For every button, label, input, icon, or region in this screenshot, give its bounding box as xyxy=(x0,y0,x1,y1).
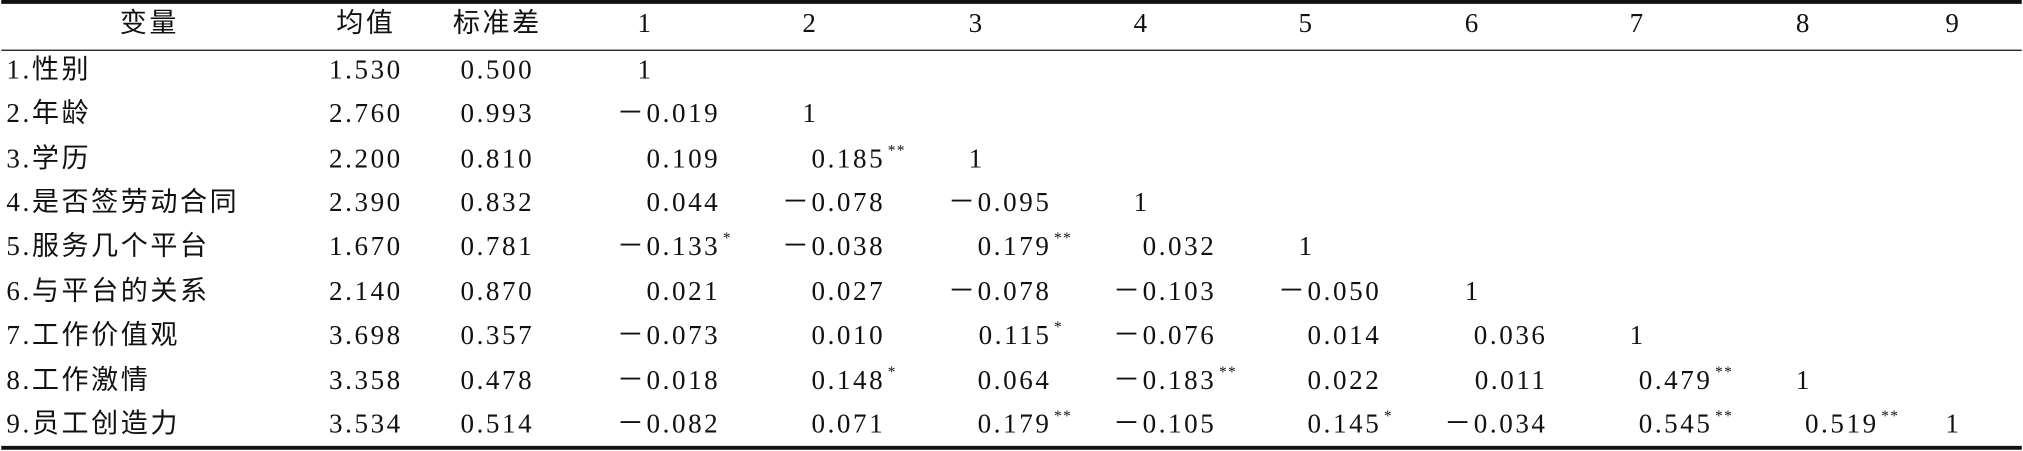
diagonal-cell: 1 xyxy=(1945,409,1961,439)
sig-mark: * xyxy=(723,230,732,247)
corr-cell: 0.179 xyxy=(978,409,1052,439)
diagonal-cell: 1 xyxy=(1796,365,1812,395)
stat-cell: 2.200 xyxy=(329,143,403,173)
corr-cell: －0.034 xyxy=(1444,409,1547,439)
stat-cell: 2.390 xyxy=(329,187,403,217)
header-cell: 2 xyxy=(802,8,818,38)
corr-cell: －0.082 xyxy=(617,409,720,439)
corr-cell: 0.519 xyxy=(1805,409,1879,439)
corr-cell: －0.105 xyxy=(1113,409,1216,439)
corr-cell: －0.183 xyxy=(1113,365,1216,395)
row-label: 6.与平台的关系 xyxy=(6,276,209,306)
diagonal-cell: 1 xyxy=(1630,320,1646,350)
stat-cell: 0.478 xyxy=(460,365,534,395)
corr-cell: －0.078 xyxy=(948,276,1051,306)
header-cell: 1 xyxy=(637,8,653,38)
corr-cell: 0.014 xyxy=(1308,320,1382,350)
corr-cell: 0.044 xyxy=(647,187,721,217)
sig-mark: ** xyxy=(1054,230,1072,247)
corr-cell: 0.036 xyxy=(1474,320,1548,350)
header-cell: 9 xyxy=(1945,8,1961,38)
stat-cell: 0.832 xyxy=(460,187,534,217)
sig-mark: * xyxy=(888,364,897,381)
sig-mark: ** xyxy=(888,143,906,160)
sig-mark: * xyxy=(1384,408,1393,425)
corr-cell: 0.109 xyxy=(647,143,721,173)
corr-cell: 0.115 xyxy=(979,320,1052,350)
row-label: 5.服务几个平台 xyxy=(6,231,209,261)
row-label: 9.员工创造力 xyxy=(6,409,180,439)
corr-cell: 0.148 xyxy=(811,365,885,395)
stat-cell: 3.698 xyxy=(329,320,403,350)
diagonal-cell: 1 xyxy=(1134,187,1150,217)
diagonal-cell: 1 xyxy=(802,98,818,128)
corr-cell: －0.095 xyxy=(948,187,1051,217)
corr-cell: －0.018 xyxy=(617,365,720,395)
header-cell: 变量 xyxy=(120,8,179,38)
sig-mark: ** xyxy=(1715,364,1733,381)
corr-cell: 0.071 xyxy=(811,409,885,439)
corr-cell: －0.050 xyxy=(1278,276,1381,306)
row-label: 1.性别 xyxy=(6,54,91,84)
stat-cell: 2.760 xyxy=(329,98,403,128)
row-label: 4.是否签劳动合同 xyxy=(6,187,239,217)
header-cell: 6 xyxy=(1465,8,1481,38)
sig-mark: ** xyxy=(1054,408,1072,425)
corr-cell: 0.179 xyxy=(978,231,1052,261)
stat-cell: 0.781 xyxy=(460,231,534,261)
diagonal-cell: 1 xyxy=(969,143,985,173)
corr-cell: －0.019 xyxy=(617,98,720,128)
corr-cell: －0.073 xyxy=(617,320,720,350)
stat-cell: 3.358 xyxy=(329,365,403,395)
corr-cell: 0.064 xyxy=(978,365,1052,395)
header-cell: 3 xyxy=(969,8,985,38)
corr-cell: 0.145 xyxy=(1308,409,1382,439)
corr-cell: 0.545 xyxy=(1639,409,1713,439)
corr-cell: －0.078 xyxy=(782,187,885,217)
stat-cell: 0.514 xyxy=(460,409,534,439)
header-cell: 标准差 xyxy=(453,8,542,38)
header-cell: 8 xyxy=(1796,8,1812,38)
diagonal-cell: 1 xyxy=(637,54,653,84)
stat-cell: 0.993 xyxy=(460,98,534,128)
corr-cell: 0.010 xyxy=(811,320,885,350)
stat-cell: 0.810 xyxy=(460,143,534,173)
corr-cell: 0.185 xyxy=(811,143,885,173)
row-label: 8.工作激情 xyxy=(6,365,150,395)
corr-cell: 0.011 xyxy=(1475,365,1548,395)
corr-cell: －0.038 xyxy=(782,231,885,261)
corr-cell: －0.076 xyxy=(1113,320,1216,350)
header-cell: 5 xyxy=(1299,8,1315,38)
corr-cell: －0.103 xyxy=(1113,276,1216,306)
diagonal-cell: 1 xyxy=(1465,276,1481,306)
header-cell: 7 xyxy=(1630,8,1646,38)
stat-cell: 3.534 xyxy=(329,409,403,439)
row-label: 7.工作价值观 xyxy=(6,320,180,350)
corr-cell: 0.021 xyxy=(647,276,721,306)
corr-cell: －0.133 xyxy=(617,231,720,261)
corr-cell: 0.022 xyxy=(1308,365,1382,395)
sig-mark: ** xyxy=(1881,408,1899,425)
stat-cell: 1.530 xyxy=(329,54,403,84)
stat-cell: 1.670 xyxy=(329,231,403,261)
corr-cell: 0.479 xyxy=(1639,365,1713,395)
row-label: 3.学历 xyxy=(6,143,91,173)
header-cell: 4 xyxy=(1134,8,1150,38)
sig-mark: ** xyxy=(1715,408,1733,425)
stat-cell: 0.870 xyxy=(460,276,534,306)
diagonal-cell: 1 xyxy=(1299,231,1315,261)
sig-mark: * xyxy=(1054,319,1063,336)
stat-cell: 2.140 xyxy=(329,276,403,306)
corr-cell: 0.027 xyxy=(811,276,885,306)
stat-cell: 0.357 xyxy=(460,320,534,350)
corr-cell: 0.032 xyxy=(1143,231,1217,261)
header-cell: 均值 xyxy=(336,8,395,38)
row-label: 2.年龄 xyxy=(6,98,91,128)
stat-cell: 0.500 xyxy=(460,54,534,84)
sig-mark: ** xyxy=(1219,364,1237,381)
